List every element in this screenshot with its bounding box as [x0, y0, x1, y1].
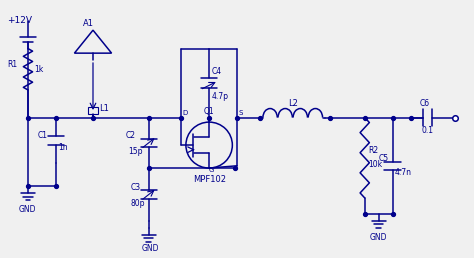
- Text: 1n: 1n: [58, 143, 68, 152]
- Text: C5: C5: [379, 154, 389, 163]
- Text: C6: C6: [420, 99, 430, 108]
- Text: A1: A1: [83, 19, 94, 28]
- Text: 10k: 10k: [368, 160, 383, 169]
- Text: L1: L1: [99, 104, 109, 113]
- Text: +12V: +12V: [7, 17, 32, 26]
- Text: C2: C2: [126, 131, 136, 140]
- Text: R2: R2: [368, 146, 378, 155]
- Text: 4.7n: 4.7n: [395, 168, 412, 177]
- Text: 4.7p: 4.7p: [211, 92, 228, 101]
- Text: C3: C3: [130, 183, 140, 192]
- Text: S: S: [238, 110, 243, 116]
- Text: 80p: 80p: [130, 199, 145, 208]
- Text: R1: R1: [7, 60, 17, 69]
- Text: GND: GND: [369, 232, 387, 241]
- Text: D: D: [182, 110, 188, 116]
- Text: L2: L2: [288, 99, 298, 108]
- Bar: [88, 107, 98, 114]
- Text: GND: GND: [18, 205, 36, 214]
- Text: G: G: [209, 167, 214, 173]
- Text: C1: C1: [37, 131, 47, 140]
- Text: Q1: Q1: [204, 107, 214, 116]
- Text: GND: GND: [142, 244, 159, 253]
- Text: MPF102: MPF102: [192, 175, 226, 184]
- Text: 15p: 15p: [128, 148, 142, 157]
- Text: 0.1: 0.1: [421, 126, 433, 135]
- Text: C4: C4: [211, 67, 221, 76]
- Text: 1k: 1k: [34, 65, 43, 74]
